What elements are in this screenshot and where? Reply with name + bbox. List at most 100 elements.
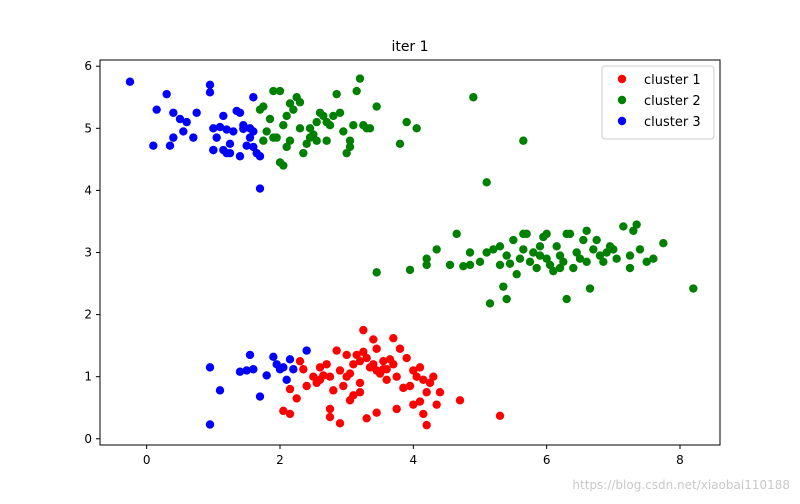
scatter-point [219,145,228,155]
scatter-point [599,257,608,267]
scatter-point [302,346,311,355]
scatter-point [355,356,365,366]
axes-layer: 0 2 4 6 8 0 1 2 3 4 5 6 [84,59,721,467]
scatter-point [309,372,318,381]
scatter-point [532,263,541,273]
legend-marker [617,116,627,126]
scatter-point [515,254,525,263]
scatter-point [475,257,485,267]
scatter-point [339,127,348,136]
y-tick-label: 6 [84,59,92,73]
scatter-point [215,386,225,395]
scatter-point [205,88,215,97]
scatter-point [559,257,568,267]
scatter-point [422,254,431,263]
scatter-point [549,266,558,276]
scatter-point [345,136,355,145]
scatter-point [182,117,191,127]
scatter-point [432,245,441,254]
scatter-point [405,381,415,391]
scatter-point [229,127,238,136]
scatter-point [325,404,335,414]
scatter-point [165,141,175,150]
scatter-point [395,139,405,149]
scatter-point [535,251,545,260]
scatter-point [452,229,461,239]
scatter-point [659,238,668,248]
scatter-point [579,235,588,245]
scatter-point [302,139,311,149]
scatter-point [295,98,305,107]
scatter-point [265,114,275,124]
x-tick-label: 8 [676,453,684,467]
scatter-point [302,381,311,391]
scatter-point [332,346,341,355]
scatter-point [595,251,605,260]
scatter-point [285,355,295,364]
scatter-point [219,111,228,121]
watermark-text: https://blog.csdn.net/xiaobai110188 [572,478,790,492]
scatter-point [125,77,135,86]
scatter-point [412,372,421,381]
legend: cluster 1 cluster 2 cluster 3 [601,65,715,140]
scatter-point [379,356,388,366]
y-tick-label: 5 [84,121,92,135]
scatter-point [509,235,518,245]
scatter-point [505,259,515,268]
scatter-point [249,142,258,152]
scatter-point [372,408,381,417]
scatter-point [422,260,431,270]
scatter-point [542,229,551,239]
scatter-point [589,245,598,254]
scatter-point [519,136,528,145]
scatter-point [392,372,401,381]
scatter-point [445,260,455,270]
scatter-point [162,89,171,99]
scatter-point [279,363,288,372]
scatter-point [285,99,295,108]
y-tick-label: 0 [84,432,92,446]
scatter-point [242,141,251,150]
scatter-point [349,360,358,369]
scatter-point [175,114,185,124]
scatter-point [342,350,351,360]
scatter-point [269,352,278,362]
scatter-point [209,124,218,133]
scatter-point [169,133,178,142]
scatter-point [582,257,591,267]
scatter-point [569,263,578,273]
y-tick-label: 2 [84,308,92,322]
scatter-point [149,141,158,150]
scatter-point [262,127,271,136]
scatter-point [299,148,308,158]
scatter-point [192,108,201,117]
scatter-point [495,411,505,421]
scatter-point [635,245,645,254]
scatter-point [555,251,565,260]
scatter-point [459,261,468,271]
scatter-point [362,414,371,423]
scatter-point [469,93,478,102]
scatter-point [242,366,251,375]
scatter-point [389,360,398,369]
scatter-point [642,257,651,267]
scatter-point [245,350,255,360]
scatter-point [435,388,445,397]
scatter-point [179,127,188,136]
scatter-point [502,251,511,260]
scatter-point [225,148,235,158]
legend-marker [617,74,627,84]
scatter-point [235,108,245,117]
scatter-point [255,184,265,193]
scatter-point [259,136,268,145]
scatter-point [205,80,215,90]
scatter-point [412,124,421,133]
scatter-point [495,242,505,251]
scatter-point [585,284,595,293]
scatter-point [519,229,528,239]
legend-label: cluster 1 [644,73,701,88]
scatter-point [262,371,271,380]
scatter-point [562,229,571,239]
scatter-point [425,378,435,388]
